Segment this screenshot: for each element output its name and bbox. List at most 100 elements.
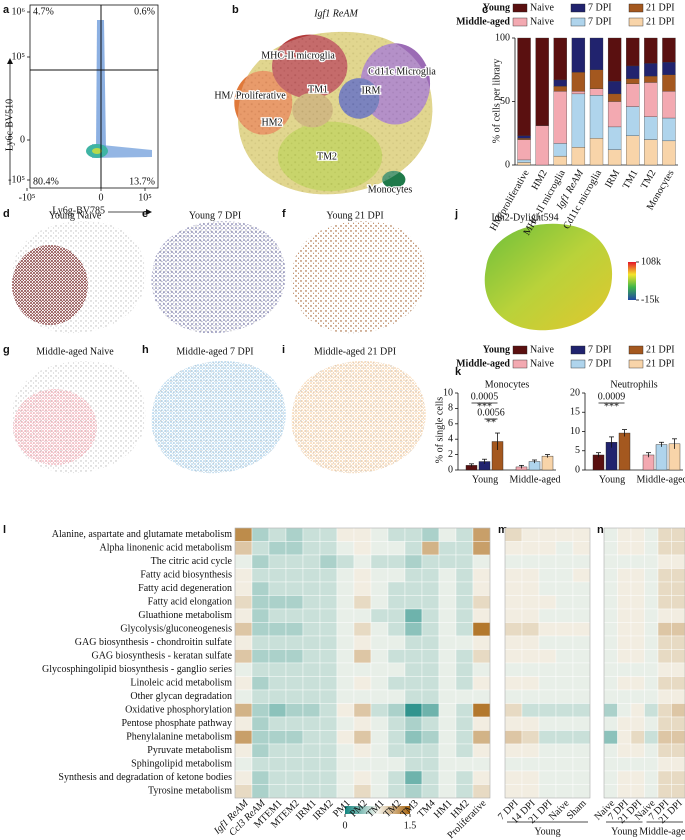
- heat-cell: [572, 554, 591, 569]
- heat-cell: [251, 689, 270, 704]
- heat-cell: [319, 689, 338, 704]
- heat-cell: [404, 541, 423, 556]
- heat-cell: [472, 676, 491, 691]
- panel-title: Middle-aged Naive: [36, 346, 114, 357]
- heat-cell: [630, 541, 645, 556]
- column-label: TM1: [365, 798, 387, 820]
- panel-label: b: [232, 4, 239, 16]
- heat-cell: [521, 527, 540, 542]
- column-label: TM2: [382, 798, 404, 820]
- heat-cell: [472, 662, 491, 677]
- heat-cell: [387, 662, 406, 677]
- heat-cell: [521, 770, 540, 785]
- heat-cell: [521, 676, 540, 691]
- heat-cell: [268, 703, 287, 718]
- heat-cell: [370, 554, 389, 569]
- heat-cell: [234, 676, 253, 691]
- heat-cell: [555, 527, 574, 542]
- heat-cell: [657, 527, 672, 542]
- heat-cell: [319, 635, 338, 650]
- heat-cell: [630, 595, 645, 610]
- legend-label: 7 DPI: [588, 358, 612, 369]
- heat-cell: [353, 595, 372, 610]
- p-value: 0.0005: [471, 391, 499, 402]
- heat-cell: [644, 730, 659, 745]
- heat-cell: [617, 662, 632, 677]
- heat-cell: [234, 770, 253, 785]
- heat-cell: [268, 757, 287, 772]
- legend-swatch: [570, 359, 586, 369]
- heat-cell: [302, 757, 321, 772]
- heat-cell: [251, 757, 270, 772]
- heat-cell: [521, 649, 540, 664]
- heat-cell: [472, 716, 491, 731]
- heat-cell: [438, 581, 457, 596]
- heat-cell: [504, 662, 523, 677]
- heat-cell: [603, 527, 618, 542]
- heat-cell: [251, 608, 270, 623]
- panel-title: Middle-aged 7 DPI: [176, 346, 253, 357]
- panel-label: e: [142, 208, 148, 220]
- heat-cell: [472, 608, 491, 623]
- heat-cell: [370, 743, 389, 758]
- heat-cell: [472, 595, 491, 610]
- legend-label: 21 DPI: [646, 358, 675, 369]
- quadrant-label: 4.7%: [33, 6, 54, 17]
- heat-cell: [538, 662, 557, 677]
- heat-cell: [521, 595, 540, 610]
- bar-segment: [607, 37, 622, 82]
- bar-segment: [553, 86, 567, 92]
- cluster-label: HM/ Proliferative: [214, 90, 286, 101]
- colorbar: [628, 262, 636, 300]
- heat-cell: [319, 662, 338, 677]
- heat-cell: [555, 541, 574, 556]
- heat-cell: [455, 730, 474, 745]
- heat-cell: [472, 541, 491, 556]
- heat-cell: [370, 784, 389, 799]
- chart-title: Monocytes: [485, 379, 530, 390]
- heat-cell: [387, 554, 406, 569]
- heat-cell: [671, 595, 685, 610]
- heat-cell: [603, 581, 618, 596]
- heat-cell: [455, 554, 474, 569]
- heat-cell: [671, 730, 685, 745]
- heat-cell: [630, 608, 645, 623]
- bar-segment: [517, 135, 531, 139]
- heat-cell: [268, 649, 287, 664]
- heat-cell: [421, 784, 440, 799]
- heat-cell: [617, 703, 632, 718]
- heat-cell: [657, 662, 672, 677]
- row-label: Linoleic acid metabolism: [130, 678, 232, 689]
- legend-group: Middle-aged: [456, 16, 510, 27]
- heat-cell: [251, 770, 270, 785]
- legend-swatch: [628, 345, 644, 355]
- heat-cell: [285, 689, 304, 704]
- heat-cell: [234, 635, 253, 650]
- heat-cell: [504, 541, 523, 556]
- heat-cell: [404, 716, 423, 731]
- bar-segment: [589, 69, 604, 89]
- heat-cell: [555, 554, 574, 569]
- heat-cell: [504, 703, 523, 718]
- heat-cell: [336, 676, 355, 691]
- heat-cell: [319, 730, 338, 745]
- group-label: Young: [534, 826, 560, 837]
- bar-segment: [662, 37, 676, 63]
- heat-cell: [404, 527, 423, 542]
- heat-cell: [455, 581, 474, 596]
- heat-cell: [387, 703, 406, 718]
- flow-plot: [7, 4, 159, 215]
- colorbar-label: -15k: [641, 294, 659, 305]
- heat-cell: [555, 662, 574, 677]
- heat-cell: [538, 581, 557, 596]
- heat-cell: [234, 608, 253, 623]
- heat-cell: [251, 541, 270, 556]
- heat-cell: [521, 608, 540, 623]
- heat-cell: [285, 635, 304, 650]
- heat-cell: [336, 730, 355, 745]
- heat-cell: [572, 649, 591, 664]
- heat-cell: [617, 676, 632, 691]
- bar-segment: [517, 162, 531, 166]
- heat-cell: [370, 662, 389, 677]
- bar-segment: [517, 37, 531, 136]
